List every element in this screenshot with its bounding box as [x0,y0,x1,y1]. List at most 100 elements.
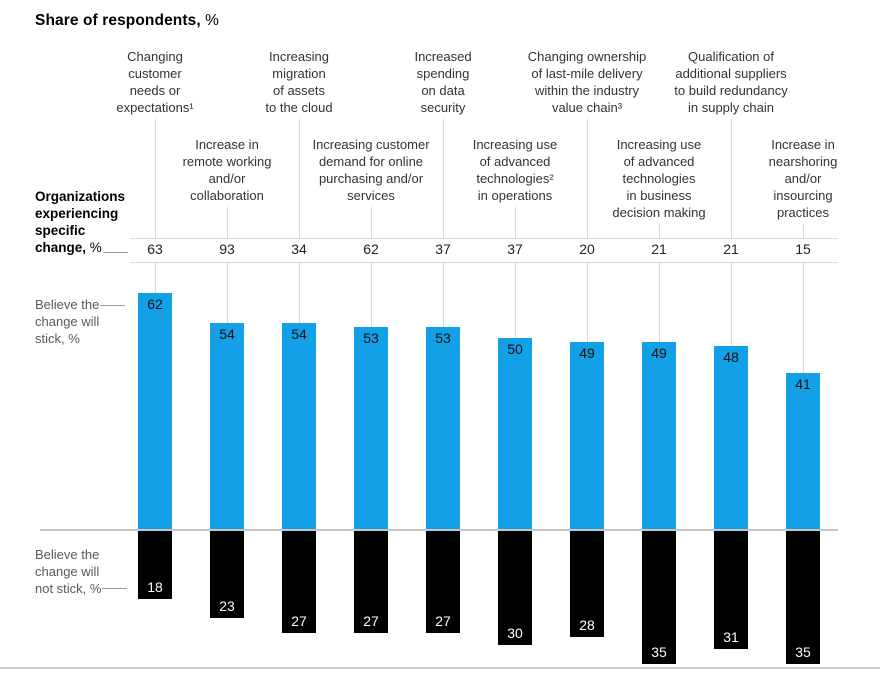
category-label-line: in business [626,188,692,203]
category-label: Increasing customer demand for online purc… [312,136,429,204]
category-label-line: Changing ownership [527,49,647,64]
not-stick-bar-value: 27 [435,613,451,629]
stick-bar: 49 [570,342,604,530]
not-stick-bar-value: 27 [291,613,307,629]
row-label-line: change, % [35,239,125,256]
category-label-line: technologies [622,171,696,186]
category-label-line: spending [416,66,470,81]
row-label-line: not stick, % [35,581,102,596]
row-label-text: change, [35,240,87,255]
row-label-line: specific [35,223,86,238]
column-connector-upper [155,119,156,238]
not-stick-bar: 28 [570,530,604,637]
row-label-line: Organizations [35,189,126,204]
column-connector-upper [371,207,372,238]
category-label-line: collaboration [190,188,264,203]
category-label: Changing customer needs or expectations¹ [116,48,193,116]
experiencing-value: 21 [651,241,667,257]
category-label-line: needs or [129,83,181,98]
stick-bar-value: 49 [651,345,667,361]
column-connector-lower [587,262,588,342]
stick-bar-value: 50 [507,341,523,357]
stick-bar: 62 [138,293,172,530]
stick-bar: 54 [210,323,244,530]
not-stick-bar-value: 30 [507,625,523,641]
category-label: Increasing migration of assets to the cloud [265,48,332,116]
category-label: Increase in remote working and/or collabora… [183,136,272,204]
category-label-line: migration [272,66,326,81]
category-label-line: Increasing use [472,137,558,152]
category-label-line: Increasing customer [312,137,430,152]
category-label-line: in supply chain [687,100,774,115]
column-connector-lower [443,262,444,327]
row-label-line: experiencing [35,206,119,221]
not-stick-bar-value: 28 [579,617,595,633]
row-label-stick: Believe the change will stick, % [35,296,99,347]
category-label-line: within the industry [534,83,640,98]
category-label-line: Increase in [771,137,835,152]
column-connector-lower [659,262,660,342]
experiencing-value: 93 [219,241,235,257]
category-label-line: Increase in [195,137,259,152]
row-label-not-stick-connector [102,588,127,589]
category-label: Increased spending on data security [414,48,471,116]
stick-bar-value: 48 [723,349,739,365]
chart-title: Share of respondents, % [35,12,219,30]
category-label-line: and/or [784,171,822,186]
column-connector-upper [443,119,444,238]
category-label-line: demand for online [318,154,424,169]
column-connector-upper [299,119,300,238]
category-label-line: Increased [414,49,472,64]
chart-title-percent: % [200,12,220,29]
category-label: Increase in nearshoring and/or insourcing pr… [769,136,838,221]
column-connector-upper [587,119,588,238]
category-label-line: of last-mile delivery [531,66,643,81]
stick-bar: 48 [714,346,748,530]
not-stick-bar-value: 31 [723,629,739,645]
row-label-line: stick, % [35,331,80,346]
category-label-line: nearshoring [768,154,838,169]
row-label-line: Believe the [35,547,100,562]
column-connector-lower [227,262,228,323]
stick-bar-value: 53 [363,330,379,346]
not-stick-bar-value: 18 [147,579,163,595]
stick-bar-value: 54 [219,326,235,342]
category-label-line: of advanced [479,154,551,169]
not-stick-bar: 35 [642,530,676,664]
row-label-percent: % [86,240,102,255]
stick-bar: 53 [354,327,388,530]
experiencing-value: 37 [507,241,523,257]
column-connector-upper [803,224,804,238]
category-label-line: technologies² [476,171,554,186]
column-connector-upper [659,224,660,238]
not-stick-bar: 27 [282,530,316,633]
not-stick-bar-value: 23 [219,598,235,614]
stick-bar: 50 [498,338,532,530]
not-stick-bar: 27 [426,530,460,633]
category-label-line: expectations¹ [116,100,194,115]
category-label-line: security [420,100,466,115]
stick-bar-value: 41 [795,376,811,392]
stick-bar: 54 [282,323,316,530]
category-label-line: Increasing [269,49,329,64]
not-stick-bar-value: 35 [795,644,811,660]
column-connector-lower [371,262,372,327]
column-connector-lower [515,262,516,338]
column-connector-lower [155,262,156,293]
row-label-line: Believe the [35,297,100,312]
not-stick-bar: 35 [786,530,820,664]
experiencing-value: 20 [579,241,595,257]
category-label-line: decision making [612,205,706,220]
column-connector-upper [227,207,228,238]
stick-bar: 53 [426,327,460,530]
experiencing-value: 21 [723,241,739,257]
bottom-divider [0,667,880,669]
category-label-line: of assets [272,83,326,98]
category-label-line: practices [776,205,830,220]
stick-bar-value: 54 [291,326,307,342]
not-stick-bar: 18 [138,530,172,599]
experiencing-value: 15 [795,241,811,257]
row-label-experiencing-connector [103,252,128,253]
category-label-line: and/or [208,171,246,186]
